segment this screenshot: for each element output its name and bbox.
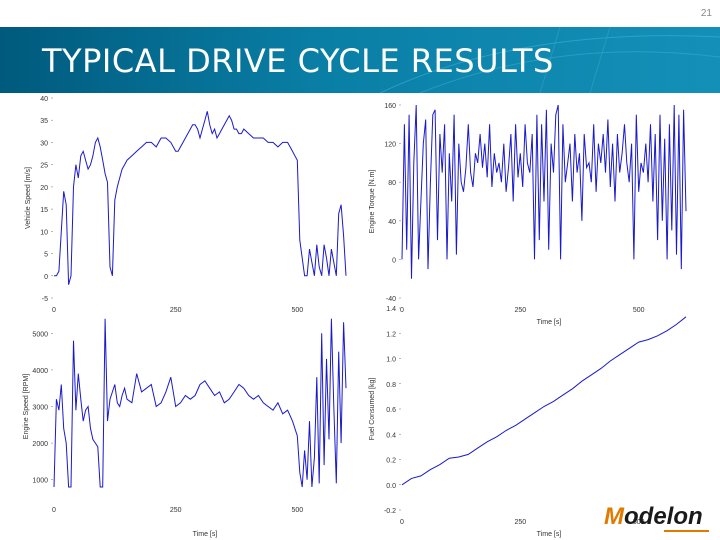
y-tick-label: 15 xyxy=(40,207,48,214)
y-tick-label: 0 xyxy=(44,274,48,281)
x-axis-label: Time [s] xyxy=(537,319,562,326)
y-tick-label: 0.8 xyxy=(386,382,396,389)
logo-underline xyxy=(664,530,709,532)
y-tick-label: 5 xyxy=(44,252,48,259)
y-tick-label: 160 xyxy=(384,103,396,110)
page-number: 21 xyxy=(700,8,712,19)
slide-title: TYPICAL DRIVE CYCLE RESULTS xyxy=(42,42,554,80)
series-line xyxy=(53,318,347,488)
series-line xyxy=(401,104,687,279)
y-tick-label: 5000 xyxy=(32,331,48,338)
y-tick-label: 1.0 xyxy=(386,357,396,364)
y-tick-label: 40 xyxy=(388,219,396,226)
y-axis-label: Engine Torque [N.m] xyxy=(369,170,376,234)
y-tick-label: -5 xyxy=(42,296,48,303)
y-tick-label: 0 xyxy=(392,257,396,264)
y-tick-label: 40 xyxy=(40,96,48,103)
y-tick-label: -0.2 xyxy=(384,508,396,515)
y-tick-label: 30 xyxy=(40,140,48,147)
x-tick-label: 500 xyxy=(291,307,303,314)
y-tick-label: 120 xyxy=(384,142,396,149)
logo-rest: odelon xyxy=(624,503,703,530)
y-tick-label: 3000 xyxy=(32,405,48,412)
x-tick-label: 250 xyxy=(514,307,526,314)
y-tick-label: 25 xyxy=(40,163,48,170)
y-tick-label: 1000 xyxy=(32,478,48,485)
y-tick-label: 1.2 xyxy=(386,331,396,338)
y-tick-label: 35 xyxy=(40,118,48,125)
x-axis-label: Time [s] xyxy=(537,531,562,538)
banner-decoration xyxy=(379,27,720,93)
x-tick-label: 500 xyxy=(633,519,645,526)
logo-prefix: M xyxy=(604,503,624,530)
y-tick-label: 4000 xyxy=(32,368,48,375)
x-tick-label: 250 xyxy=(170,507,182,514)
modelon-logo: Modelon xyxy=(604,503,703,531)
y-tick-label: 2000 xyxy=(32,441,48,448)
y-tick-label: 20 xyxy=(40,185,48,192)
x-tick-label: 0 xyxy=(400,519,404,526)
x-tick-label: 0 xyxy=(400,307,404,314)
x-axis-label: Time [s] xyxy=(193,531,218,538)
y-tick-label: 0.0 xyxy=(386,483,396,490)
y-tick-label: 1.4 xyxy=(386,306,396,313)
y-tick-label: 0.4 xyxy=(386,432,396,439)
y-tick-label: 10 xyxy=(40,229,48,236)
series-line xyxy=(54,111,347,285)
x-tick-label: 250 xyxy=(514,519,526,526)
y-tick-label: 80 xyxy=(388,180,396,187)
y-tick-label: -40 xyxy=(386,296,396,303)
series-line xyxy=(401,316,687,486)
y-tick-label: 0.2 xyxy=(386,458,396,465)
y-axis-label: Engine Speed [RPM] xyxy=(23,374,30,439)
x-tick-label: 0 xyxy=(52,507,56,514)
x-tick-label: 500 xyxy=(633,307,645,314)
y-tick-label: 0.6 xyxy=(386,407,396,414)
x-tick-label: 500 xyxy=(291,507,303,514)
y-axis-label: Fuel Consumed [kg] xyxy=(369,378,376,441)
title-banner: TYPICAL DRIVE CYCLE RESULTS xyxy=(0,27,720,93)
x-tick-label: 250 xyxy=(170,307,182,314)
y-axis-label: Vehicle Speed [m/s] xyxy=(25,167,32,229)
x-tick-label: 0 xyxy=(52,307,56,314)
